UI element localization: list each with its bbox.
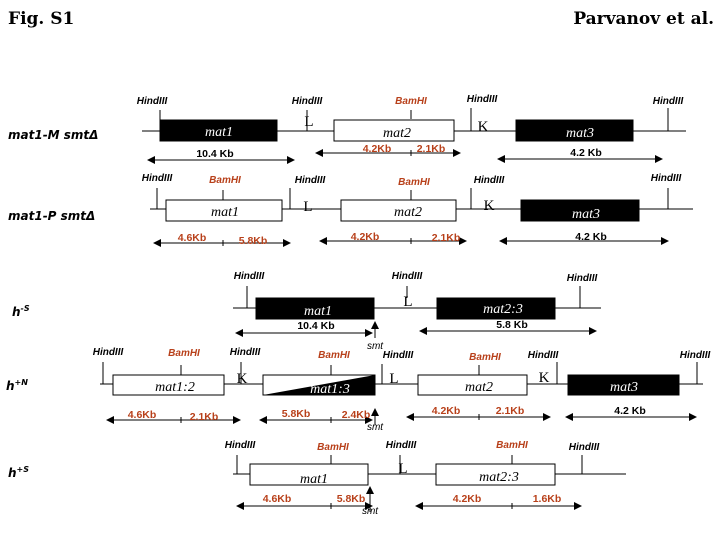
- hindiii-site-label: HindIII: [386, 440, 417, 451]
- mat2-3-box: [436, 297, 556, 320]
- hindiii-site-label: HindIII: [137, 96, 168, 107]
- strain-label: h-S: [12, 304, 30, 319]
- mat2-box: [340, 199, 457, 222]
- gene-label: mat1: [300, 472, 328, 487]
- gene-label: mat2: [465, 380, 493, 395]
- fragment-size-label: 2.4Kb: [342, 409, 371, 421]
- gene-label: mat3: [572, 207, 600, 222]
- segment-K: K: [539, 370, 550, 386]
- gene-label: mat2:3: [483, 302, 523, 317]
- segment-L: L: [303, 199, 312, 215]
- mat2-3-box: [435, 463, 556, 486]
- bamhi-site-label: BamHI: [168, 348, 200, 359]
- smt-label: smt: [367, 341, 384, 352]
- fragment-size-label: 5.8Kb: [239, 235, 268, 247]
- mat3-box: [515, 119, 634, 142]
- hindiii-site-label: HindIII: [142, 173, 173, 184]
- hindiii-site-label: HindIII: [225, 440, 256, 451]
- bamhi-site-label: BamHI: [395, 96, 427, 107]
- fragment-size-label: 4.2Kb: [351, 231, 380, 243]
- bamhi-site-label: BamHI: [318, 350, 350, 361]
- segment-L: L: [304, 114, 313, 130]
- hindiii-site-label: HindIII: [653, 96, 684, 107]
- hindiii-site-label: HindIII: [383, 350, 414, 361]
- hindiii-site-label: HindIII: [467, 94, 498, 105]
- gene-label: mat3: [566, 126, 594, 141]
- gene-label: mat2: [383, 126, 411, 141]
- gene-label: mat3: [610, 380, 638, 395]
- fragment-size-label: 10.4 Kb: [297, 320, 334, 332]
- smt-label: smt: [362, 506, 379, 517]
- mat1-2-box: [112, 374, 225, 396]
- bamhi-site-label: BamHI: [209, 175, 241, 186]
- figure-label: Fig. S1: [8, 9, 74, 29]
- gene-label: mat1: [211, 205, 239, 220]
- mat2-box: [333, 119, 455, 142]
- hindiii-site-label: HindIII: [528, 350, 559, 361]
- bamhi-site-label: BamHI: [496, 440, 528, 451]
- segment-L: L: [398, 461, 407, 477]
- hindiii-site-label: HindIII: [392, 271, 423, 282]
- mat2-box: [417, 374, 528, 396]
- gene-label: mat1:2: [155, 380, 195, 395]
- hindiii-site-label: HindIII: [474, 175, 505, 186]
- segment-K: K: [237, 371, 248, 387]
- segment-L: L: [389, 371, 398, 387]
- fragment-size-label: 2.1Kb: [190, 411, 219, 423]
- fragment-size-label: 4.6Kb: [128, 409, 157, 421]
- fragment-size-label: 5.8 Kb: [496, 319, 528, 331]
- mat3-box: [567, 374, 680, 396]
- fragment-size-label: 2.1Kb: [432, 232, 461, 244]
- strain-label: h+S: [8, 465, 29, 480]
- gene-label: mat1:3: [310, 382, 350, 397]
- fragment-size-label: 4.6Kb: [178, 232, 207, 244]
- strain-label: h+N: [6, 378, 28, 393]
- fragment-size-label: 10.4 Kb: [196, 148, 233, 160]
- gene-label: mat2: [394, 205, 422, 220]
- hindiii-site-label: HindIII: [93, 347, 124, 358]
- fragment-size-label: 5.8Kb: [337, 493, 366, 505]
- gene-label: mat2:3: [479, 470, 519, 485]
- mat1-box: [255, 297, 375, 320]
- hindiii-site-label: HindIII: [230, 347, 261, 358]
- segment-L: L: [403, 294, 412, 310]
- segment-K: K: [478, 119, 489, 135]
- smt-label: smt: [367, 422, 384, 433]
- fragment-size-label: 4.2Kb: [363, 143, 392, 155]
- fragment-size-label: 4.6Kb: [263, 493, 292, 505]
- mat3-box: [520, 199, 640, 222]
- fragment-size-label: 5.8Kb: [282, 408, 311, 420]
- hindiii-site-label: HindIII: [569, 442, 600, 453]
- hindiii-site-label: HindIII: [234, 271, 265, 282]
- fragment-size-label: 2.1Kb: [417, 143, 446, 155]
- bamhi-site-label: BamHI: [398, 177, 430, 188]
- hindiii-site-label: HindIII: [295, 175, 326, 186]
- strain-label: mat1-P smtΔ: [8, 209, 95, 223]
- strain-label: mat1-M smtΔ: [8, 128, 98, 142]
- fragment-size-label: 2.1Kb: [496, 405, 525, 417]
- fragment-size-label: 4.2 Kb: [570, 147, 602, 159]
- hindiii-site-label: HindIII: [680, 350, 711, 361]
- mat1-box: [165, 199, 283, 222]
- bamhi-site-label: BamHI: [317, 442, 349, 453]
- fragment-size-label: 4.2 Kb: [614, 405, 646, 417]
- fragment-size-label: 4.2Kb: [453, 493, 482, 505]
- fragment-size-label: 1.6Kb: [533, 493, 562, 505]
- gene-label: mat1: [205, 125, 233, 140]
- mat1-3-hybrid-fill: [263, 375, 375, 395]
- segment-K: K: [484, 198, 495, 214]
- figure-authors: Parvanov et al.: [573, 9, 714, 29]
- hindiii-site-label: HindIII: [651, 173, 682, 184]
- mat1-box: [249, 463, 369, 486]
- mat1-box: [159, 119, 278, 142]
- hindiii-site-label: HindIII: [292, 96, 323, 107]
- fragment-size-label: 4.2 Kb: [575, 231, 607, 243]
- fragment-size-label: 4.2Kb: [432, 405, 461, 417]
- bamhi-site-label: BamHI: [469, 352, 501, 363]
- gene-label: mat1: [304, 304, 332, 319]
- hindiii-site-label: HindIII: [567, 273, 598, 284]
